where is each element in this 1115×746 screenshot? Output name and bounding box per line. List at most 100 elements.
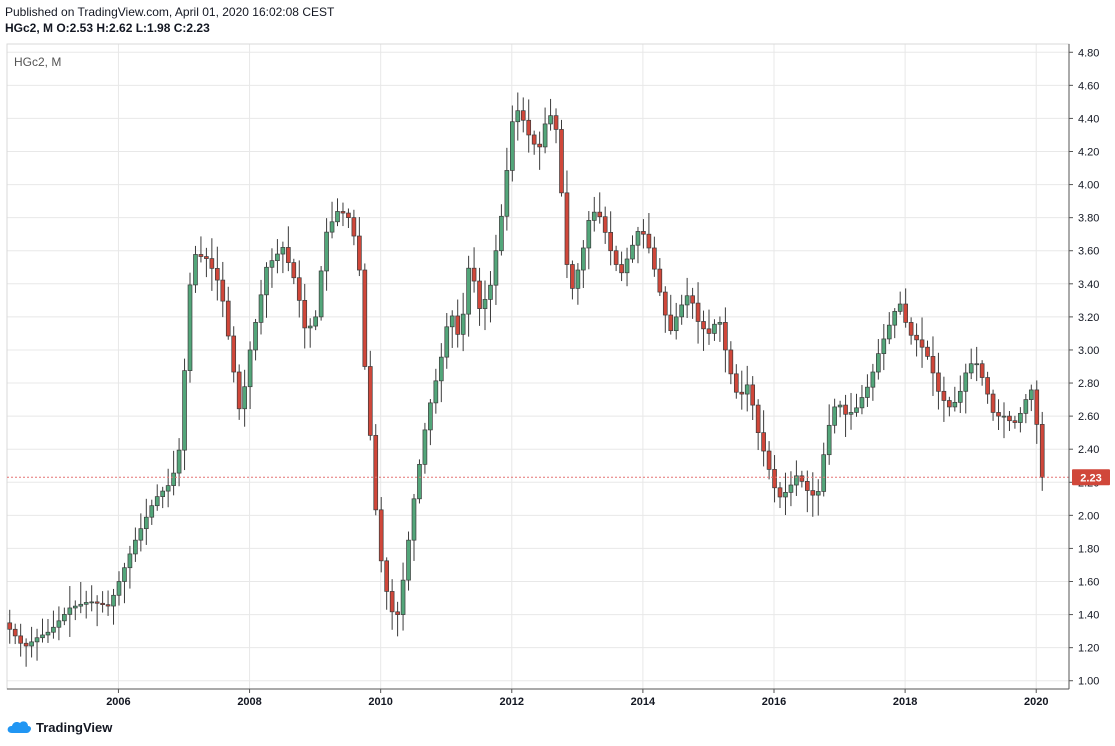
candle-body	[799, 475, 805, 482]
candle-body	[296, 277, 302, 301]
candle-body	[460, 313, 466, 335]
candle-body	[624, 258, 630, 274]
candle-body	[72, 605, 78, 609]
candle-body	[395, 611, 400, 615]
candle-body	[712, 323, 717, 334]
y-tick-label: 1.20	[1078, 643, 1099, 655]
candle-body	[821, 454, 827, 492]
candle-body	[635, 231, 641, 246]
candle-body	[220, 279, 226, 302]
x-tick-label: 2014	[631, 696, 656, 708]
x-tick-label: 2018	[893, 696, 917, 708]
candle-body	[581, 247, 586, 271]
candle-body	[832, 406, 837, 426]
candle-body	[187, 284, 193, 371]
candle-body	[854, 407, 859, 413]
candle-body	[384, 560, 389, 592]
candle-body	[313, 316, 318, 327]
candle-body	[897, 303, 903, 312]
candle-body	[302, 299, 308, 329]
candle-body	[160, 490, 166, 497]
candle-body	[329, 221, 335, 233]
candle-body	[515, 110, 521, 123]
candle-body	[542, 123, 548, 148]
candle-body	[662, 291, 668, 316]
grid-lines	[7, 44, 1069, 689]
x-tick-label: 2012	[500, 696, 524, 708]
candle-body	[143, 516, 149, 530]
candle-body	[559, 129, 564, 194]
candles-group	[7, 92, 1045, 667]
x-tick-label: 2010	[368, 696, 392, 708]
candle-body	[45, 631, 51, 636]
candle-body	[788, 484, 794, 493]
candle-body	[908, 322, 914, 336]
candle-body	[575, 269, 581, 289]
y-tick-label: 1.60	[1078, 577, 1099, 589]
candle-body	[433, 380, 439, 404]
candle-body	[974, 363, 979, 366]
candle-body	[684, 295, 690, 306]
candle-body	[701, 321, 706, 330]
candle-body	[941, 390, 947, 401]
candle-body	[772, 469, 777, 489]
candle-body	[723, 322, 728, 351]
candle-body	[422, 429, 428, 465]
candle-body	[526, 119, 532, 136]
cloud-logo-icon	[7, 721, 32, 733]
last-price-label: 2.23	[1080, 472, 1101, 484]
candle-body	[865, 386, 870, 398]
tradingview-branding[interactable]: TradingView	[6, 716, 112, 738]
candle-body	[499, 215, 504, 252]
candle-body	[18, 635, 23, 644]
candle-body	[553, 115, 559, 130]
candle-body	[690, 295, 695, 304]
candle-body	[378, 509, 384, 562]
candle-body	[930, 356, 936, 374]
y-tick-label: 2.00	[1078, 510, 1099, 522]
candle-body	[34, 637, 40, 643]
candle-body	[520, 110, 526, 121]
candle-body	[886, 324, 892, 340]
candle-body	[455, 315, 461, 335]
candle-body	[848, 412, 854, 415]
candle-body	[1012, 420, 1018, 423]
candle-body	[597, 211, 603, 218]
candle-body	[100, 602, 105, 606]
candle-body	[892, 311, 898, 326]
candle-body	[1018, 413, 1023, 423]
candle-body	[947, 400, 952, 408]
candle-body	[198, 254, 204, 257]
candle-body	[739, 391, 745, 395]
x-tick-label: 2020	[1024, 696, 1048, 708]
candle-body	[215, 268, 220, 281]
candle-body	[564, 192, 570, 265]
candle-body	[761, 432, 766, 452]
candle-body	[652, 247, 657, 270]
y-tick-label: 3.60	[1078, 246, 1099, 258]
candle-body	[602, 216, 608, 233]
candle-body	[733, 373, 739, 393]
candle-body	[657, 268, 663, 293]
candle-body	[673, 316, 679, 332]
candle-body	[815, 491, 821, 496]
candle-body	[324, 231, 329, 272]
candle-body	[493, 250, 499, 286]
candle-body	[591, 211, 597, 221]
candle-body	[870, 371, 876, 388]
candle-body	[236, 371, 242, 410]
candle-body	[1034, 389, 1040, 425]
plot-area-border	[6, 43, 1070, 690]
candle-body	[444, 326, 450, 358]
candle-body	[225, 300, 231, 337]
time-axis[interactable]: 2006 2008 2010 2012 2014 2016 2018 2020	[7, 688, 1069, 708]
x-tick-label: 2008	[237, 696, 261, 708]
candle-body	[679, 304, 684, 318]
y-tick-label: 4.60	[1078, 80, 1099, 92]
candle-body	[837, 404, 843, 408]
candle-body	[411, 498, 417, 541]
price-axis[interactable]: 1.001.201.401.601.802.002.202.402.602.80…	[1068, 44, 1099, 689]
candle-body	[367, 366, 373, 436]
y-tick-label: 4.00	[1078, 180, 1099, 192]
